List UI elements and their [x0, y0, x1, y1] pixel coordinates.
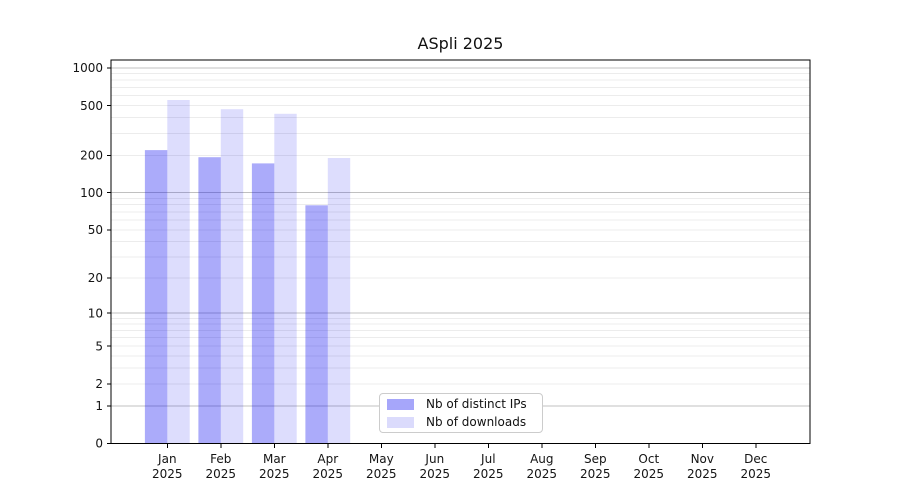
bar-downloads — [327, 158, 351, 444]
y-tick-label: 100 — [80, 186, 103, 200]
chart-title: ASpli 2025 — [417, 34, 504, 53]
x-tick-label-month: Nov — [691, 452, 714, 466]
plot-border — [110, 59, 811, 444]
x-tick-label-month: Jul — [480, 452, 495, 466]
x-tick-label-year: 2025 — [687, 467, 718, 481]
x-tick-label-year: 2025 — [634, 467, 665, 481]
y-tick-label: 2 — [95, 377, 103, 391]
y-tick-label: 5 — [95, 339, 103, 353]
y-tick-label: 200 — [80, 149, 103, 163]
legend-label-downloads: Nb of downloads — [426, 415, 527, 429]
x-tick-label-month: Feb — [210, 452, 231, 466]
x-tick-label-month: Aug — [530, 452, 553, 466]
x-tick-label-year: 2025 — [206, 467, 237, 481]
bar-downloads — [167, 100, 190, 444]
x-tick-label-month: Sep — [584, 452, 607, 466]
x-tick-label-month: Dec — [744, 452, 767, 466]
x-tick-label-year: 2025 — [473, 467, 504, 481]
bar-distinct-ips — [198, 157, 221, 444]
bar-distinct-ips — [144, 150, 168, 444]
legend-item-downloads: Nb of downloads — [387, 415, 542, 429]
bar-downloads — [220, 109, 244, 444]
x-tick-label-year: 2025 — [527, 467, 558, 481]
x-tick-label-month: Jan — [157, 452, 177, 466]
x-tick-label-month: May — [369, 452, 394, 466]
legend-swatch-downloads — [387, 416, 414, 428]
x-tick-label-year: 2025 — [366, 467, 397, 481]
legend: Nb of distinct IPs Nb of downloads — [379, 393, 543, 433]
x-tick-label-month: Mar — [263, 452, 286, 466]
x-tick-label-month: Jun — [424, 452, 444, 466]
x-tick-label-year: 2025 — [152, 467, 183, 481]
x-tick-label-year: 2025 — [580, 467, 611, 481]
x-tick-label-year: 2025 — [259, 467, 290, 481]
x-tick-label-year: 2025 — [420, 467, 451, 481]
y-tick-label: 20 — [88, 271, 103, 285]
y-tick-label: 1 — [95, 399, 103, 413]
x-tick-label-month: Oct — [638, 452, 659, 466]
bar-distinct-ips — [305, 205, 328, 444]
x-tick-label-month: Apr — [317, 452, 338, 466]
bar-distinct-ips — [251, 163, 275, 444]
legend-swatch-distinct-ips — [387, 398, 414, 410]
bar-downloads — [274, 113, 297, 444]
y-tick-label: 10 — [88, 306, 103, 320]
x-tick-label-year: 2025 — [741, 467, 772, 481]
y-tick-label: 50 — [88, 223, 103, 237]
legend-item-distinct-ips: Nb of distinct IPs — [387, 397, 542, 411]
legend-label-distinct-ips: Nb of distinct IPs — [426, 397, 527, 411]
x-tick-label-year: 2025 — [313, 467, 344, 481]
y-tick-label: 1000 — [72, 61, 103, 75]
y-tick-label: 0 — [95, 437, 103, 451]
y-tick-label: 500 — [80, 99, 103, 113]
